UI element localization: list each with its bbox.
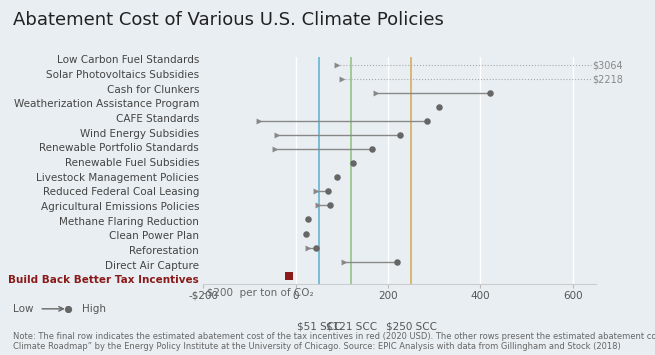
Point	[303, 245, 314, 250]
Point	[337, 76, 347, 82]
Point	[325, 203, 335, 208]
Text: Weatherization Assistance Program: Weatherization Assistance Program	[14, 99, 199, 109]
Text: High: High	[82, 304, 106, 314]
Text: Direct Air Capture: Direct Air Capture	[105, 261, 199, 271]
Point	[253, 119, 264, 124]
Text: Note: The final row indicates the estimated abatement cost of the tax incentives: Note: The final row indicates the estima…	[13, 332, 655, 351]
Point	[312, 203, 323, 208]
Point	[422, 119, 432, 124]
Text: Renewable Fuel Subsidies: Renewable Fuel Subsidies	[65, 158, 199, 168]
Point	[367, 147, 377, 152]
Text: Agricultural Emissions Policies: Agricultural Emissions Policies	[41, 202, 199, 212]
Text: Solar Photovoltaics Subsidies: Solar Photovoltaics Subsidies	[46, 70, 199, 80]
Text: Livestock Management Policies: Livestock Management Policies	[36, 173, 199, 183]
Point	[303, 217, 314, 222]
Text: Reduced Federal Coal Leasing: Reduced Federal Coal Leasing	[43, 187, 199, 197]
Text: Wind Energy Subsidies: Wind Energy Subsidies	[80, 129, 199, 139]
Point	[332, 62, 343, 68]
Text: Low: Low	[13, 304, 33, 314]
Point	[272, 132, 282, 138]
Text: Abatement Cost of Various U.S. Climate Policies: Abatement Cost of Various U.S. Climate P…	[13, 11, 444, 29]
Text: Low Carbon Fuel Standards: Low Carbon Fuel Standards	[57, 55, 199, 65]
Point	[434, 104, 444, 110]
Point	[339, 259, 349, 264]
Point	[311, 189, 322, 194]
Text: Cash for Clunkers: Cash for Clunkers	[107, 85, 199, 95]
Text: $3064: $3064	[592, 60, 623, 70]
Point	[485, 91, 495, 96]
Point	[323, 189, 333, 194]
Text: CAFE Standards: CAFE Standards	[116, 114, 199, 124]
Point	[348, 160, 358, 166]
Point	[284, 273, 294, 278]
Text: Methane Flaring Reduction: Methane Flaring Reduction	[59, 217, 199, 227]
Point	[301, 231, 311, 236]
Text: -$200  per ton of CO₂: -$200 per ton of CO₂	[203, 288, 314, 297]
Text: Build Back Better Tax Incentives: Build Back Better Tax Incentives	[9, 275, 199, 285]
Point	[269, 147, 280, 152]
Text: $51 SCC: $51 SCC	[297, 322, 341, 332]
Text: Reforestation: Reforestation	[130, 246, 199, 256]
Point	[392, 259, 402, 264]
Text: Renewable Portfolio Standards: Renewable Portfolio Standards	[39, 143, 199, 153]
Point	[371, 91, 382, 96]
Text: $121 SCC: $121 SCC	[326, 322, 377, 332]
Point	[311, 245, 322, 250]
Text: $250 SCC: $250 SCC	[386, 322, 437, 332]
Point	[62, 306, 73, 312]
Text: Clean Power Plan: Clean Power Plan	[109, 231, 199, 241]
Point	[394, 132, 405, 138]
Text: $2218: $2218	[592, 74, 623, 84]
Point	[332, 175, 343, 180]
